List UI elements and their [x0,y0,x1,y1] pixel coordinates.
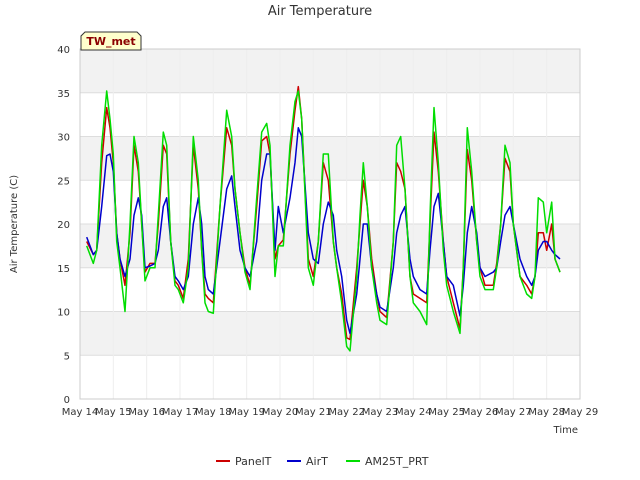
x-tick-label: May 19 [228,407,265,418]
x-tick-label: May 28 [528,407,565,418]
station-badge-label: TW_met [86,35,135,48]
x-tick-label: May 16 [128,407,165,418]
x-tick-label: May 14 [62,407,99,418]
y-tick-label: 40 [57,45,70,56]
y-tick-label: 5 [64,351,70,362]
chart-title: Air Temperature [268,4,372,19]
station-badge-box [80,31,142,51]
y-tick-label: 15 [57,264,70,275]
x-tick-label: May 27 [495,407,532,418]
series-lines [85,85,561,352]
x-tick-label: May 24 [395,407,432,418]
x-tick-label: May 23 [362,407,399,418]
legend-label: AirT [306,455,328,468]
x-tick-label: May 21 [295,407,332,418]
x-tick-label: May 29 [562,407,599,418]
y-tick-label: 10 [57,308,70,319]
x-tick-label: May 22 [328,407,365,418]
series-line-am25t-prt [85,90,561,352]
background-band [80,311,580,356]
series-line-airt [85,127,561,335]
y-tick-label: 25 [57,176,70,187]
y-axis-ticks: 0 5 10 15 20 25 30 35 40 [57,45,70,406]
plot-frame [79,48,581,400]
background-band [80,49,580,93]
x-tick-label: May 25 [428,407,465,418]
x-tick-label: May 17 [162,407,199,418]
legend: PanelT AirT AM25T_PRT [216,455,429,468]
y-axis-label: Air Temperature (C) [9,175,20,273]
x-tick-label: May 26 [462,407,499,418]
y-tick-label: 35 [57,89,70,100]
legend-label: AM25T_PRT [365,455,429,468]
legend-label: PanelT [235,455,272,468]
y-tick-label: 0 [64,395,70,406]
x-tick-label: May 18 [195,407,232,418]
station-badge: TW_met [80,31,142,51]
y-tick-label: 20 [57,220,70,231]
x-axis-label: Time [553,425,578,436]
x-tick-label: May 15 [95,407,132,418]
plot-background-bands [80,49,580,356]
y-tick-label: 30 [57,133,70,144]
x-tick-label: May 20 [262,407,299,418]
